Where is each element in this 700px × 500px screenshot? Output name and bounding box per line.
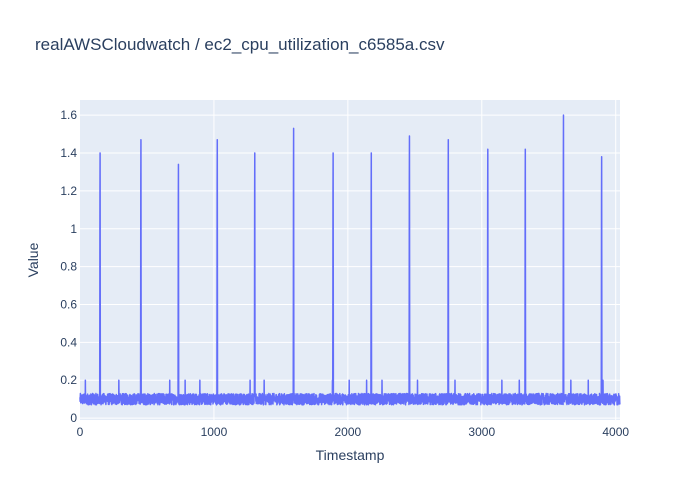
y-tick-label: 1.2 [60,184,77,198]
x-tick-label: 0 [77,425,84,439]
y-tick-label: 0.8 [60,260,77,274]
x-tick-label: 1000 [201,425,228,439]
x-axis-title: Timestamp [316,447,385,463]
plot-area [80,100,620,420]
y-tick-label: 0.4 [60,335,77,349]
x-tick-label: 4000 [602,425,629,439]
x-axis-ticks: 0 1000 2000 3000 4000 [77,425,630,439]
grid-lines [80,100,620,420]
chart-title: realAWSCloudwatch / ec2_cpu_utilization_… [35,35,445,54]
y-tick-label: 0.2 [60,373,77,387]
y-tick-label: 1.4 [60,146,77,160]
y-axis-title: Value [25,242,41,277]
y-tick-label: 0 [70,411,77,425]
y-tick-label: 1 [70,222,77,236]
x-tick-label: 3000 [468,425,495,439]
y-axis-ticks: 0 0.2 0.4 0.6 0.8 1 1.2 1.4 1.6 [60,108,77,425]
y-tick-label: 0.6 [60,297,77,311]
series-line [79,114,621,406]
series-group [79,114,621,406]
x-tick-label: 2000 [335,425,362,439]
y-tick-label: 1.6 [60,108,77,122]
